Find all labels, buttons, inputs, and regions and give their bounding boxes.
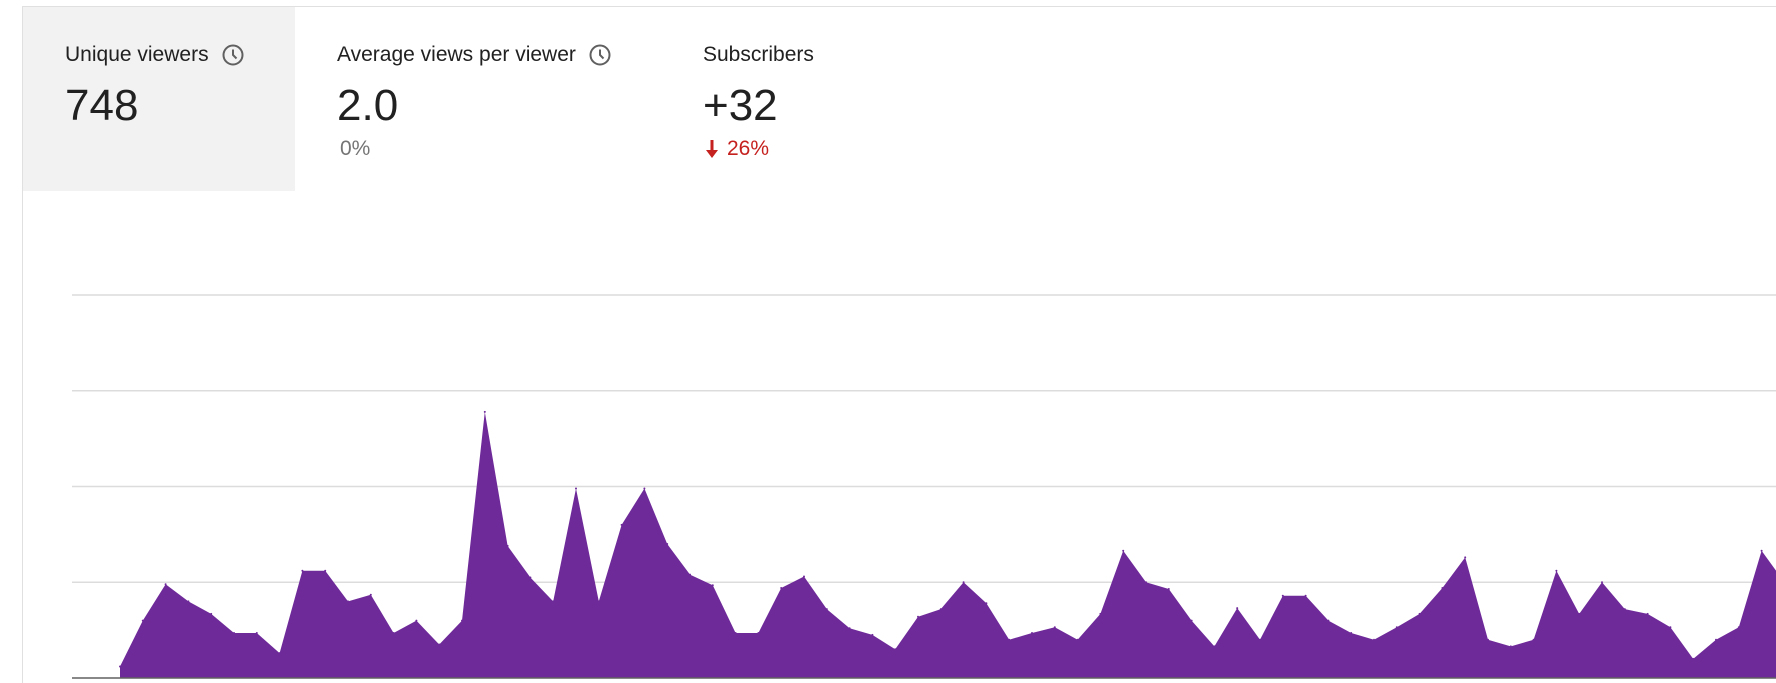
data-point — [1281, 594, 1284, 597]
data-point — [392, 632, 395, 634]
data-point — [1099, 612, 1102, 615]
data-point — [187, 600, 190, 603]
data-point — [1190, 619, 1193, 622]
data-point — [1601, 581, 1603, 584]
data-point — [1464, 556, 1467, 559]
data-point — [1395, 626, 1398, 629]
data-point — [734, 632, 737, 634]
data-point — [689, 573, 691, 576]
data-point — [597, 600, 600, 603]
data-point — [1373, 638, 1375, 641]
data-point — [461, 619, 463, 622]
data-point — [1076, 638, 1079, 641]
data-point — [1441, 587, 1444, 589]
metric-title: Subscribers — [703, 43, 814, 66]
metric-title: Average views per viewer — [337, 43, 612, 67]
analytics-card: Unique viewers 748 Average views per vie… — [22, 6, 1776, 683]
data-point — [848, 627, 851, 630]
clock-icon[interactable] — [588, 43, 612, 67]
data-point — [1487, 638, 1489, 641]
data-point — [1145, 581, 1147, 584]
data-point — [1418, 612, 1421, 615]
data-point — [1578, 612, 1581, 615]
data-point — [1031, 632, 1033, 634]
data-point — [939, 608, 942, 611]
metric-tab-subscribers[interactable]: Subscribers +32 26% — [663, 7, 963, 191]
data-point — [1669, 626, 1672, 629]
series-area — [120, 411, 1776, 678]
metric-value: +32 — [703, 81, 778, 130]
data-point — [529, 576, 532, 579]
data-point — [962, 581, 965, 584]
data-point — [1715, 638, 1717, 641]
data-point — [985, 602, 988, 605]
metric-delta: 26% — [703, 137, 769, 161]
data-point — [894, 648, 897, 651]
data-point — [278, 652, 281, 655]
data-point — [1327, 619, 1330, 622]
data-point — [483, 410, 486, 413]
data-point — [825, 608, 828, 611]
data-point — [119, 665, 121, 668]
data-point — [666, 543, 669, 545]
data-point — [1236, 607, 1239, 610]
data-point — [369, 593, 372, 596]
metric-delta: 0% — [340, 137, 371, 160]
data-point — [1053, 626, 1056, 629]
data-point — [711, 584, 714, 587]
data-point — [255, 632, 258, 634]
data-point — [780, 587, 783, 589]
data-point — [1737, 626, 1740, 629]
data-point — [1692, 657, 1695, 660]
data-point — [301, 569, 304, 572]
data-point — [324, 569, 327, 572]
data-point — [438, 643, 441, 646]
arrow-down-icon — [706, 140, 718, 158]
data-point — [347, 600, 349, 603]
metric-value: 2.0 — [337, 81, 399, 130]
data-point — [141, 619, 144, 622]
data-point — [1509, 645, 1512, 648]
data-point — [1008, 638, 1011, 641]
data-point — [1623, 608, 1626, 611]
data-point — [917, 615, 919, 618]
data-point — [575, 487, 577, 490]
data-point — [1350, 632, 1353, 634]
data-point — [506, 544, 509, 547]
data-point — [620, 523, 623, 526]
data-point — [1555, 569, 1558, 572]
metric-title: Unique viewers — [65, 43, 245, 67]
data-point — [1760, 549, 1763, 552]
data-point — [643, 487, 646, 490]
data-point — [1304, 594, 1307, 597]
data-point — [1167, 588, 1170, 590]
data-point — [871, 633, 874, 636]
clock-icon[interactable] — [221, 43, 245, 67]
data-point — [1259, 638, 1261, 641]
data-point — [1213, 645, 1216, 648]
data-point — [164, 583, 167, 586]
data-point — [552, 600, 555, 603]
data-point — [1122, 549, 1125, 552]
data-point — [803, 575, 805, 578]
data-point — [1646, 612, 1649, 615]
metric-tab-average-views-per-viewer[interactable]: Average views per viewer 2.0 0% — [295, 7, 663, 191]
data-point — [1532, 638, 1535, 641]
metric-tab-unique-viewers[interactable]: Unique viewers 748 — [23, 7, 295, 191]
data-point — [233, 632, 235, 634]
data-point — [757, 632, 760, 634]
data-point — [210, 612, 213, 615]
metric-value: 748 — [65, 81, 139, 130]
data-point — [415, 619, 418, 622]
